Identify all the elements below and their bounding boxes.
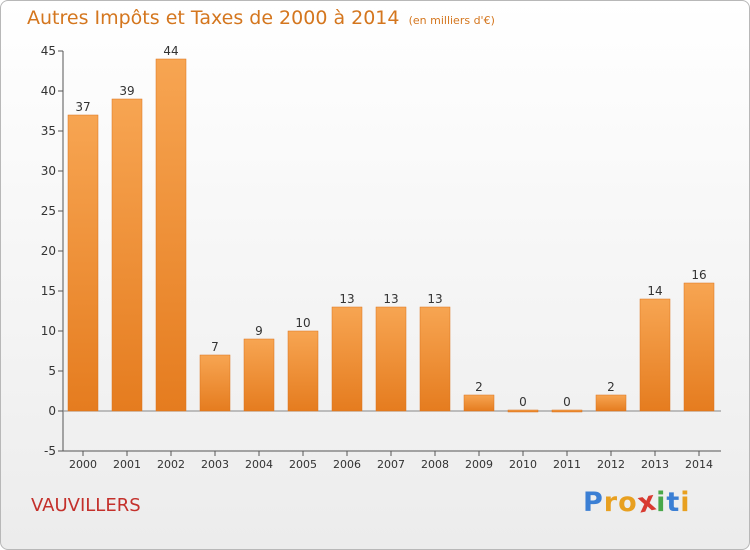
y-tick-label: 40 xyxy=(41,84,56,98)
data-label: 44 xyxy=(163,44,178,58)
x-tick-label: 2009 xyxy=(465,458,493,471)
y-tick-label: 0 xyxy=(48,404,56,418)
bars xyxy=(67,58,715,413)
data-label: 13 xyxy=(427,292,442,306)
logo-letter: t xyxy=(666,487,681,518)
x-tick-label: 2014 xyxy=(685,458,713,471)
x-tick-label: 2005 xyxy=(289,458,317,471)
data-label: 2 xyxy=(607,380,615,394)
chart-subtitle: (en milliers d'€) xyxy=(408,14,495,27)
x-tick-label: 2000 xyxy=(69,458,97,471)
bar xyxy=(595,394,627,412)
bar xyxy=(199,354,231,412)
bar xyxy=(287,330,319,412)
proxiti-logo: Proxiti xyxy=(583,485,691,519)
logo-letter: i xyxy=(656,487,667,518)
bar xyxy=(683,282,715,412)
x-tick-label: 2012 xyxy=(597,458,625,471)
data-label: 0 xyxy=(519,395,527,409)
data-label: 10 xyxy=(295,316,310,330)
data-label: 9 xyxy=(255,324,263,338)
data-label: 2 xyxy=(475,380,483,394)
bar xyxy=(507,409,539,413)
town-name: VAUVILLERS xyxy=(31,495,141,516)
data-label: 7 xyxy=(211,340,219,354)
data-label: 39 xyxy=(119,84,134,98)
y-tick-label: 30 xyxy=(41,164,56,178)
bar xyxy=(111,98,143,412)
x-tick-label: 2011 xyxy=(553,458,581,471)
x-tick-label: 2003 xyxy=(201,458,229,471)
bar xyxy=(155,58,187,412)
x-tick-label: 2013 xyxy=(641,458,669,471)
logo-letter: i xyxy=(680,487,691,518)
y-tick-label: -5 xyxy=(44,444,56,458)
bar xyxy=(67,114,99,412)
data-labels: 37 39 44 7 9 10 13 13 13 2 0 0 2 14 16 xyxy=(75,44,706,409)
x-tick-label: 2002 xyxy=(157,458,185,471)
bar xyxy=(375,306,407,412)
data-label: 37 xyxy=(75,100,90,114)
y-tick-label: 25 xyxy=(41,204,56,218)
data-label: 13 xyxy=(339,292,354,306)
bar xyxy=(463,394,495,412)
bar xyxy=(243,338,275,412)
bar xyxy=(419,306,451,412)
y-tick-label: 35 xyxy=(41,124,56,138)
data-label: 0 xyxy=(563,395,571,409)
y-tick-label: 10 xyxy=(41,324,56,338)
data-label: 14 xyxy=(647,284,662,298)
logo-letter: P xyxy=(583,487,604,518)
y-tick-label: 20 xyxy=(41,244,56,258)
bar xyxy=(331,306,363,412)
x-tick-label: 2006 xyxy=(333,458,361,471)
logo-letter: o xyxy=(618,487,638,518)
data-label: 13 xyxy=(383,292,398,306)
data-label: 16 xyxy=(691,268,706,282)
chart-title-text: Autres Impôts et Taxes de 2000 à 2014 xyxy=(27,7,400,29)
x-tick-label: 2004 xyxy=(245,458,273,471)
x-tick-label: 2008 xyxy=(421,458,449,471)
x-tick-label: 2007 xyxy=(377,458,405,471)
x-tick-label: 2001 xyxy=(113,458,141,471)
logo-letter: r xyxy=(603,487,619,518)
y-tick-label: 5 xyxy=(48,364,56,378)
bar xyxy=(639,298,671,412)
y-tick-label: 45 xyxy=(41,44,56,58)
x-tick-label: 2010 xyxy=(509,458,537,471)
y-tick-label: 15 xyxy=(41,284,56,298)
bar xyxy=(551,409,583,413)
chart-title: Autres Impôts et Taxes de 2000 à 2014 (e… xyxy=(27,7,495,29)
